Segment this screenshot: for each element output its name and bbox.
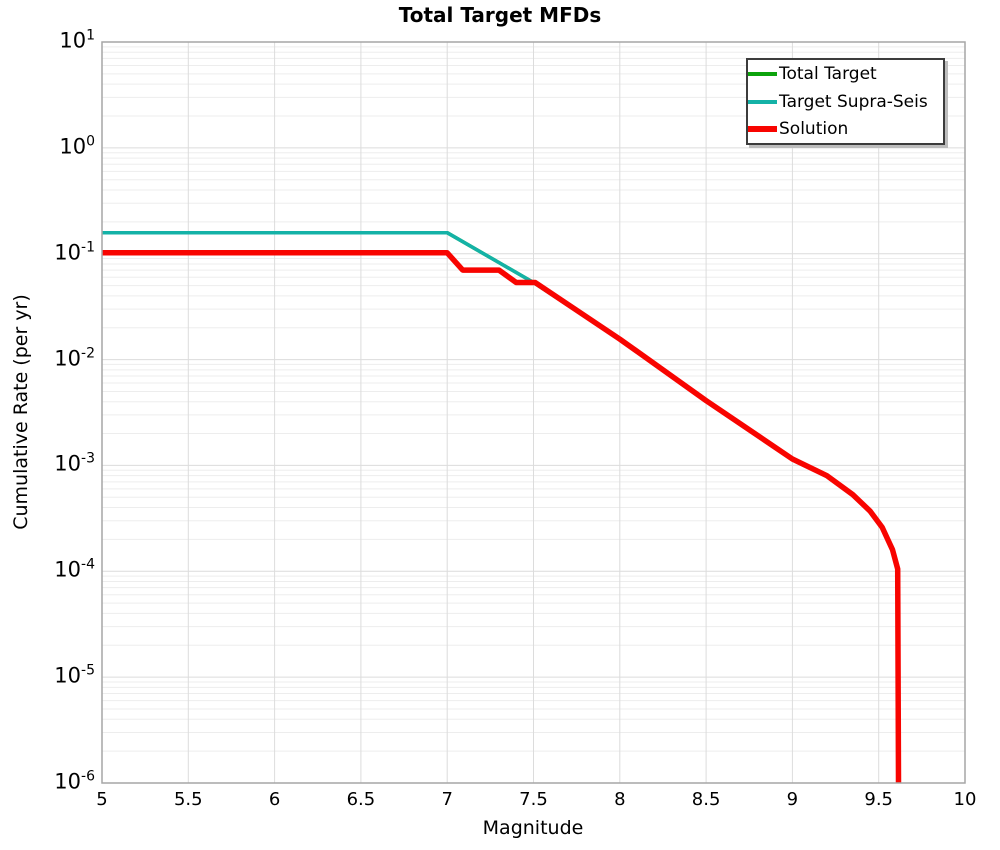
axes-spines [101, 41, 966, 784]
x-tick-label: 5.5 [173, 789, 203, 810]
x-tick-label: 8 [614, 789, 626, 810]
solution-line-swatch-icon [748, 126, 777, 133]
x-tick-label: 6.5 [346, 789, 376, 810]
y-tick-label: 10-1 [54, 239, 95, 265]
chart-title: Total Target MFDs [398, 3, 602, 27]
x-tick-label: 9 [786, 789, 799, 810]
legend-item-target-supra-seis: Target Supra-Seis [748, 88, 943, 116]
y-tick-label: 10-4 [54, 556, 95, 582]
y-tick-label: 10-5 [54, 662, 95, 688]
x-tick-label: 5 [96, 789, 108, 810]
x-tick-label: 7.5 [519, 789, 548, 810]
legend-label: Solution [779, 119, 849, 140]
legend: Total Target Target Supra-Seis Solution [746, 58, 945, 145]
legend-item-solution: Solution [748, 115, 943, 143]
y-tick-label: 100 [59, 133, 95, 159]
target-supra-seis-line-swatch-icon [748, 99, 777, 104]
y-tick-label: 10-3 [54, 451, 95, 477]
x-tick-label: 6 [268, 789, 281, 810]
series-line-solution [102, 250, 902, 783]
x-tick-label: 8.5 [691, 789, 721, 810]
x-tick-label: 10 [953, 789, 977, 810]
legend-item-total-target: Total Target [748, 60, 943, 88]
legend-label: Total Target [779, 63, 877, 84]
x-tick-label: 7 [441, 789, 453, 810]
total-target-line-swatch-icon [748, 71, 777, 76]
x-axis-label: Magnitude [482, 817, 584, 839]
y-axis-label: Cumulative Rate (per yr) [10, 294, 32, 530]
y-tick-label: 10-2 [54, 345, 95, 371]
legend-label: Target Supra-Seis [779, 91, 928, 112]
x-tick-label: 9.5 [864, 789, 894, 810]
series-group [102, 230, 902, 783]
y-tick-label: 10-6 [54, 768, 95, 794]
y-tick-label: 101 [59, 27, 95, 53]
